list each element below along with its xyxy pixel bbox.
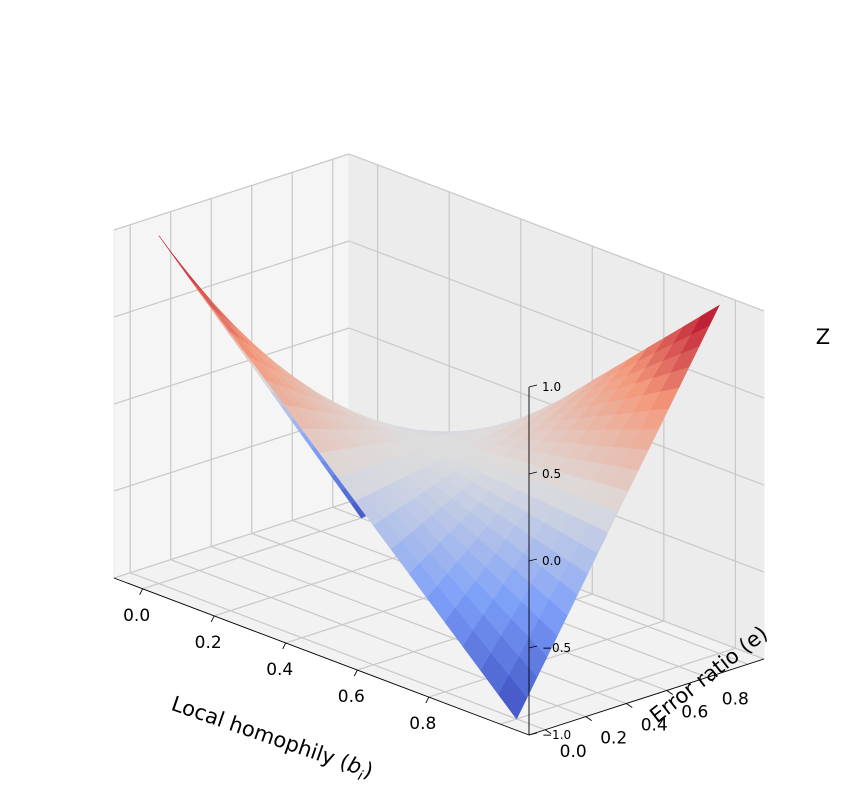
z-axis-title: Z bbox=[816, 325, 830, 349]
z-gridline-left bbox=[113, 240, 350, 318]
axis-ticks: 0.0 0.2 0.4 0.6 0.8 0.0 0.2 0.4 0.6 0.8 −1.0 −0.5 0.… bbox=[123, 380, 749, 762]
z-tick-mark bbox=[528, 645, 538, 649]
z-gridline-left bbox=[113, 153, 350, 231]
x-axis-title-text: Local homophily ( bbox=[168, 692, 352, 775]
z-tick-mark bbox=[528, 732, 538, 736]
x-tick-label: 0.2 bbox=[195, 633, 222, 653]
y-tick-mark bbox=[666, 690, 674, 695]
y-tick-label: 0.4 bbox=[641, 716, 668, 736]
y-gridline-floor bbox=[129, 572, 546, 731]
x-tick-mark bbox=[282, 642, 287, 650]
y-tick-mark bbox=[544, 729, 552, 735]
y-tick-mark bbox=[707, 676, 714, 682]
x-tick-label: 0.0 bbox=[123, 606, 150, 626]
x-tick-mark bbox=[210, 615, 215, 623]
z-tick-mark bbox=[528, 471, 538, 475]
z-gridline-back bbox=[348, 153, 765, 312]
y-tick-label: 0.2 bbox=[600, 729, 627, 749]
z-tick-label: 0.5 bbox=[542, 467, 561, 481]
y-tick-label: 0.8 bbox=[722, 689, 749, 709]
z-tick-mark bbox=[528, 558, 538, 562]
x-gridline-floor bbox=[428, 620, 665, 698]
x-axis-title-sub: i bbox=[356, 768, 365, 784]
z-tick-label: −1.0 bbox=[542, 728, 571, 742]
y-tick-label: 0.0 bbox=[560, 742, 587, 762]
z-gridline-left bbox=[113, 501, 350, 579]
x-axis-line bbox=[113, 577, 530, 736]
y-axis-line bbox=[528, 658, 765, 736]
x-gridline-floor bbox=[500, 647, 736, 725]
z-tick-label: −0.5 bbox=[542, 641, 571, 655]
y-tick-label: 0.6 bbox=[681, 702, 708, 722]
x-tick-mark bbox=[425, 696, 430, 704]
z-gridline-left bbox=[113, 327, 350, 405]
z-tick-mark bbox=[528, 384, 538, 388]
y-gridline-floor bbox=[211, 545, 627, 705]
z-tick-label: 1.0 bbox=[542, 380, 561, 394]
y-tick-mark bbox=[625, 703, 633, 708]
y-tick-mark bbox=[585, 716, 592, 722]
surface-patch bbox=[498, 675, 528, 720]
x-tick-label: 0.6 bbox=[338, 687, 365, 707]
surface-plot bbox=[158, 235, 720, 720]
x-tick-label: 0.4 bbox=[266, 660, 293, 680]
x-tick-label: 0.8 bbox=[409, 714, 436, 734]
x-gridline-floor bbox=[142, 512, 378, 590]
z-gridline-back bbox=[348, 240, 765, 399]
x-tick-mark bbox=[139, 588, 144, 596]
z-tick-label: 0.0 bbox=[542, 554, 561, 568]
x-tick-mark bbox=[353, 669, 358, 677]
